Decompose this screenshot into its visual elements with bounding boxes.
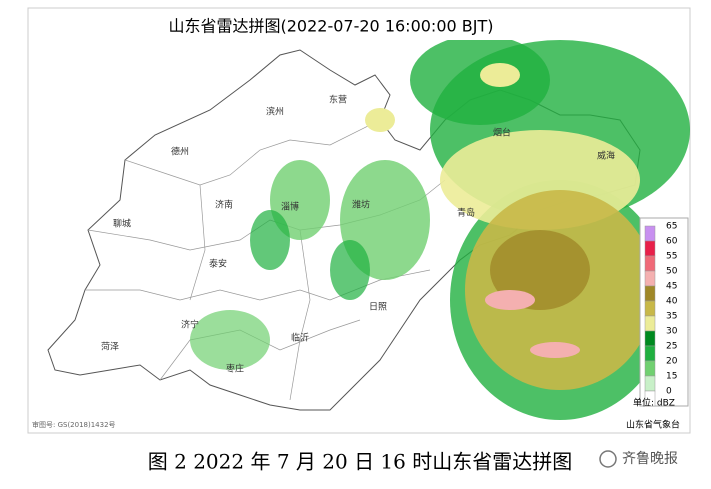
city-label: 菏泽: [101, 342, 119, 353]
map-title: 山东省雷达拼图(2022-07-20 16:00:00 BJT): [169, 17, 494, 36]
legend-label: 20: [666, 357, 678, 367]
legend-swatch: [644, 300, 656, 317]
city-label: 日照: [369, 302, 387, 313]
legend-label: 55: [666, 252, 677, 262]
city-label: 青岛: [457, 207, 475, 219]
legend-swatch: [644, 285, 656, 302]
city-label: 滨州: [266, 106, 284, 118]
city-label: 临沂: [291, 332, 309, 344]
legend-label: 15: [666, 372, 677, 382]
city-label: 济南: [215, 199, 233, 211]
watermark-icon: [599, 450, 617, 468]
legend-label: 40: [666, 297, 678, 307]
legend-label: 35: [666, 312, 677, 322]
legend-swatch: [644, 315, 656, 332]
legend-label: 30: [666, 327, 678, 337]
legend-swatch: [644, 375, 656, 392]
radar-echo: [190, 35, 690, 420]
legend-swatch: [644, 225, 656, 242]
city-label: 德州: [171, 146, 189, 158]
legend-label: 60: [666, 237, 678, 247]
source: 山东省气象台: [626, 419, 680, 431]
legend-swatch: [644, 390, 656, 407]
legend-unit: 单位: dBZ: [633, 397, 675, 409]
legend-swatch: [644, 360, 656, 377]
title-box: [140, 12, 522, 40]
city-label: 淄博: [281, 201, 299, 213]
legend-label: 25: [666, 342, 677, 352]
legend-label: 0: [666, 387, 672, 397]
city-label: 泰安: [209, 258, 227, 270]
city-label: 济宁: [181, 319, 199, 331]
legend-swatch: [644, 330, 656, 347]
caption: 图 2 2022 年 7 月 20 日 16 时山东省雷达拼图: [148, 450, 572, 474]
city-label: 潍坊: [352, 199, 370, 211]
city-label: 东营: [329, 94, 347, 106]
city-label: 威海: [597, 150, 615, 162]
legend-swatch: [644, 270, 656, 287]
city-label: 枣庄: [226, 363, 244, 375]
city-label: 聊城: [113, 218, 131, 230]
legend-swatch: [644, 345, 656, 362]
legend-label: 65: [666, 222, 677, 232]
city-label: 烟台: [493, 127, 511, 139]
legend-label: 45: [666, 282, 677, 292]
watermark: 齐鲁晚报: [622, 451, 678, 467]
legend-swatch: [644, 255, 656, 272]
map-approval: 审图号: GS(2018)1432号: [32, 420, 116, 429]
legend-swatch: [644, 240, 656, 257]
legend-label: 50: [666, 267, 678, 277]
